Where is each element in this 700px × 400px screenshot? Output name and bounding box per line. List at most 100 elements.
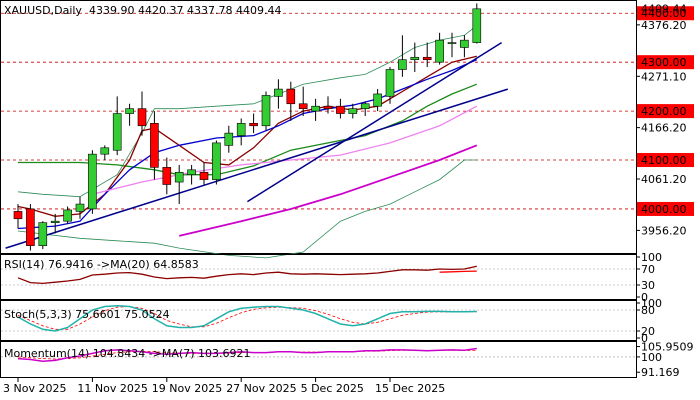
rsi-ma-line (439, 270, 477, 273)
long-ma (178, 144, 478, 237)
candle-bear (26, 208, 35, 246)
momentum-line (17, 347, 477, 362)
rsi-tick-label: 70 (641, 263, 655, 276)
rsi-title: RSI(14) 76.9416 ->MA(20) 64.8583 (4, 258, 199, 271)
candle-bull (472, 8, 482, 43)
level-label: 4300.00 (641, 56, 687, 69)
candle-bull (63, 209, 72, 222)
candle-bear (323, 105, 333, 109)
candle-bear (162, 167, 172, 185)
time-tick-label: 27 Nov 2025 (226, 382, 296, 395)
candle-bull (447, 42, 457, 44)
stoch-tick-label: 20 (641, 325, 655, 338)
candle-bull (410, 56, 420, 61)
candle-bull (385, 69, 395, 97)
main-candles (13, 3, 482, 251)
candle-bull (348, 108, 358, 114)
candle-bull (88, 153, 97, 210)
level-label: 4400.00 (641, 7, 687, 20)
main-panel: 4376.20 4271.10 4166.20 4061.20 3956.20 4400.… (0, 0, 694, 259)
candle-bull (38, 222, 48, 246)
price-tick-label: 4376.20 (641, 19, 687, 32)
price-tick-label: 4061.20 (641, 173, 687, 186)
momentum-tick-label: 100 (641, 351, 662, 364)
candle-bull (274, 88, 283, 97)
candle-bull (187, 169, 196, 176)
momentum-title: Momentum(14) 104.8434 ->MA(7) 103.6921 (4, 347, 251, 360)
rsi-tick-label: 0 (641, 291, 648, 304)
time-axis: 3 Nov 2025 11 Nov 2025 19 Nov 2025 27 Nov 2… (3, 378, 445, 395)
level-label-box (637, 104, 694, 119)
candle-bear (13, 211, 23, 220)
stoch-title: Stoch(5,3,3) 75.6601 75.0524 (4, 308, 170, 321)
candle-bull (311, 105, 320, 112)
time-tick-label: 19 Nov 2025 (152, 382, 222, 395)
level-label: 4200.00 (641, 105, 687, 118)
stoch-tick-label: 80 (641, 304, 655, 317)
level-label: 4100.00 (641, 154, 687, 167)
rsi-tick-label: 30 (641, 279, 655, 292)
momentum-tick-label: 91.169 (641, 366, 680, 379)
stoch-tick-label: 100 (641, 297, 662, 310)
candle-bull (236, 123, 246, 136)
candle-bull (100, 147, 110, 155)
upper-band (17, 25, 478, 198)
level-label-box (637, 6, 694, 21)
candle-bull (360, 103, 370, 109)
candle-bull (125, 108, 134, 114)
price-tick-label: 4166.20 (641, 122, 687, 135)
lower-band (17, 159, 477, 259)
stoch-d-line (17, 306, 477, 330)
candle-bull (460, 39, 469, 48)
level-label-box (637, 201, 694, 216)
candle-bull (212, 142, 221, 180)
candle-bear (286, 88, 296, 105)
slow-ma (92, 105, 478, 195)
candle-bull (398, 59, 407, 70)
candle-bull (435, 39, 444, 63)
rsi-line (17, 265, 477, 285)
stoch-k-line (17, 305, 477, 332)
level-label: 4000.00 (641, 203, 687, 216)
momentum-tick-label: 105.9509 (641, 341, 694, 354)
price-tick-label: 3956.20 (641, 224, 687, 237)
medium-ma (17, 59, 478, 230)
candle-bull (261, 95, 271, 127)
candle-bull (75, 203, 85, 212)
stoch-panel-frame (0, 300, 637, 341)
level-label-box (637, 153, 694, 168)
price-tick-label: 4271.10 (641, 70, 687, 83)
main-levels (1, 12, 636, 210)
time-tick-label: 3 Nov 2025 (3, 382, 66, 395)
middle-band (18, 83, 478, 176)
candle-bear (249, 123, 258, 127)
candle-bull (373, 93, 382, 107)
level-label-box (637, 55, 694, 70)
time-tick-label: 11 Nov 2025 (77, 382, 147, 395)
trendline-lower (5, 88, 509, 249)
candle-bear (150, 123, 159, 168)
candle-bear (422, 56, 432, 61)
main-title: XAUUSD,Daily (4, 4, 82, 17)
time-tick-label: 15 Dec 2025 (375, 382, 445, 395)
candle-bear (298, 103, 308, 109)
candle-bear (199, 171, 209, 180)
rsi-panel-frame (0, 254, 637, 300)
main-price-axis: 4376.20 4271.10 4166.20 4061.20 3956.20 4400.… (636, 3, 694, 237)
stoch-tick-label: 0 (641, 332, 648, 345)
current-price-label: 4409.44 (641, 3, 687, 16)
main-panel-frame (0, 0, 637, 254)
candle-bull (112, 113, 122, 151)
trendline-upper (247, 41, 502, 203)
candle-bear (336, 105, 345, 114)
main-ohlc: 4339.90 4420.37 4337.78 4409.44 (89, 4, 281, 17)
candle-bull (50, 220, 60, 223)
